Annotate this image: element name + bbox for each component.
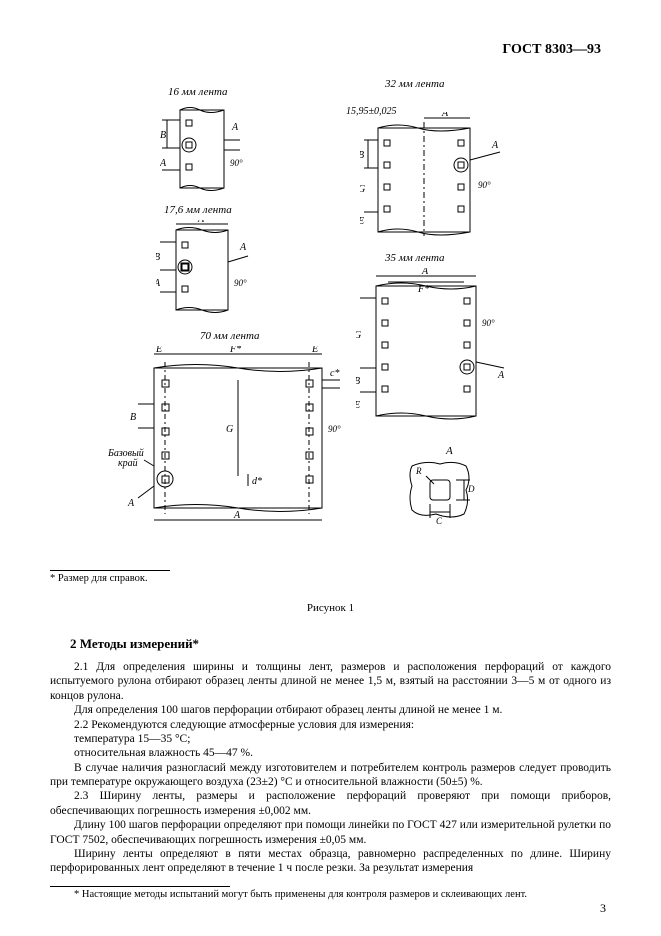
- svg-text:G: G: [226, 424, 233, 435]
- svg-text:E: E: [360, 216, 364, 227]
- svg-text:c*: c*: [330, 368, 339, 379]
- svg-text:A: A: [497, 370, 505, 381]
- svg-text:B: B: [160, 130, 166, 141]
- svg-text:F*: F*: [229, 346, 241, 355]
- para-2-3: 2.3 Ширину ленты, размеры и расположение…: [50, 789, 611, 818]
- svg-text:d*: d*: [252, 476, 262, 487]
- strip-176mm: A B A A 90°: [156, 220, 256, 316]
- svg-text:E: E: [356, 400, 360, 411]
- svg-text:A: A: [127, 498, 135, 509]
- svg-text:A: A: [231, 122, 239, 133]
- text-block: * Размер для справок. Рисунок 1 2 Методы…: [50, 570, 611, 900]
- svg-text:E: E: [155, 346, 162, 355]
- standard-header: ГОСТ 8303—93: [502, 42, 601, 58]
- svg-text:A: A: [441, 112, 449, 119]
- svg-text:90°: 90°: [478, 180, 491, 190]
- svg-text:A: A: [445, 446, 453, 457]
- footnote-mark: *: [50, 573, 55, 584]
- svg-text:B: B: [130, 412, 136, 423]
- para-2-3c: Ширину ленты определяют в пяти местах об…: [50, 847, 611, 876]
- svg-text:E: E: [311, 346, 318, 355]
- label-70mm: 70 мм лента: [200, 330, 260, 342]
- page-number: 3: [600, 901, 606, 916]
- para-2-2c: В случае наличия разногласий между изгот…: [50, 761, 611, 790]
- footnote-text: Размер для справок.: [58, 573, 148, 584]
- svg-text:A: A: [239, 242, 247, 253]
- body-text: 2.1 Для определения ширины и толщины лен…: [50, 660, 611, 876]
- para-2-2: 2.2 Рекомендуются следующие атмосферные …: [50, 718, 611, 732]
- para-2-3b: Длину 100 шагов перфорации определяют пр…: [50, 818, 611, 847]
- svg-text:A: A: [233, 510, 241, 521]
- footnote-separator: [50, 570, 170, 571]
- svg-text:D: D: [467, 484, 475, 494]
- section-title: 2 Методы измерений*: [70, 636, 611, 652]
- svg-text:B: B: [356, 376, 360, 387]
- svg-text:90°: 90°: [234, 278, 247, 288]
- strip-70mm: E F* E c* 90° G d* B Базовый край A: [108, 346, 348, 526]
- svg-text:A: A: [156, 278, 161, 289]
- figure-footnote: * Размер для справок.: [50, 573, 611, 584]
- label-32mm: 32 мм лента: [385, 78, 445, 90]
- svg-text:A: A: [421, 268, 429, 277]
- svg-text:B: B: [360, 150, 364, 161]
- svg-text:G: G: [360, 184, 365, 195]
- label-176mm: 17,6 мм лента: [164, 204, 232, 216]
- svg-text:A: A: [160, 158, 167, 169]
- para-2-2b: относительная влажность 45—47 %.: [50, 746, 611, 760]
- detail-a: A R D C: [400, 446, 490, 536]
- figure-caption: Рисунок 1: [50, 602, 611, 614]
- bottom-separator: [50, 886, 230, 887]
- strip-35mm: A F* G B E A 90°: [356, 268, 516, 428]
- para-2-1b: Для определения 100 шагов перфорации отб…: [50, 703, 611, 717]
- strip-32mm: A A 90° B G E: [360, 112, 510, 242]
- page: ГОСТ 8303—93 16 мм лента 32 мм лента 15,…: [0, 0, 661, 936]
- svg-text:A: A: [491, 140, 499, 151]
- svg-text:R: R: [415, 466, 422, 476]
- svg-text:край: край: [118, 458, 138, 469]
- para-2-2a: температура 15—35 °С;: [50, 732, 611, 746]
- label-16mm: 16 мм лента: [168, 86, 228, 98]
- svg-text:90°: 90°: [328, 424, 341, 434]
- svg-text:C: C: [436, 516, 443, 526]
- svg-text:F*: F*: [417, 284, 429, 295]
- bottom-footnote: * Настоящие методы испытаний могут быть …: [50, 889, 611, 900]
- svg-text:90°: 90°: [482, 318, 495, 328]
- label-35mm: 35 мм лента: [385, 252, 445, 264]
- strip-16mm: B A A 90°: [160, 102, 250, 194]
- svg-text:90°: 90°: [230, 158, 243, 168]
- para-2-1: 2.1 Для определения ширины и толщины лен…: [50, 660, 611, 703]
- figure-1: 16 мм лента 32 мм лента 15,95±0,025 B A …: [80, 80, 540, 570]
- svg-text:B: B: [156, 252, 160, 263]
- svg-text:A: A: [197, 220, 205, 225]
- svg-text:G: G: [356, 330, 361, 341]
